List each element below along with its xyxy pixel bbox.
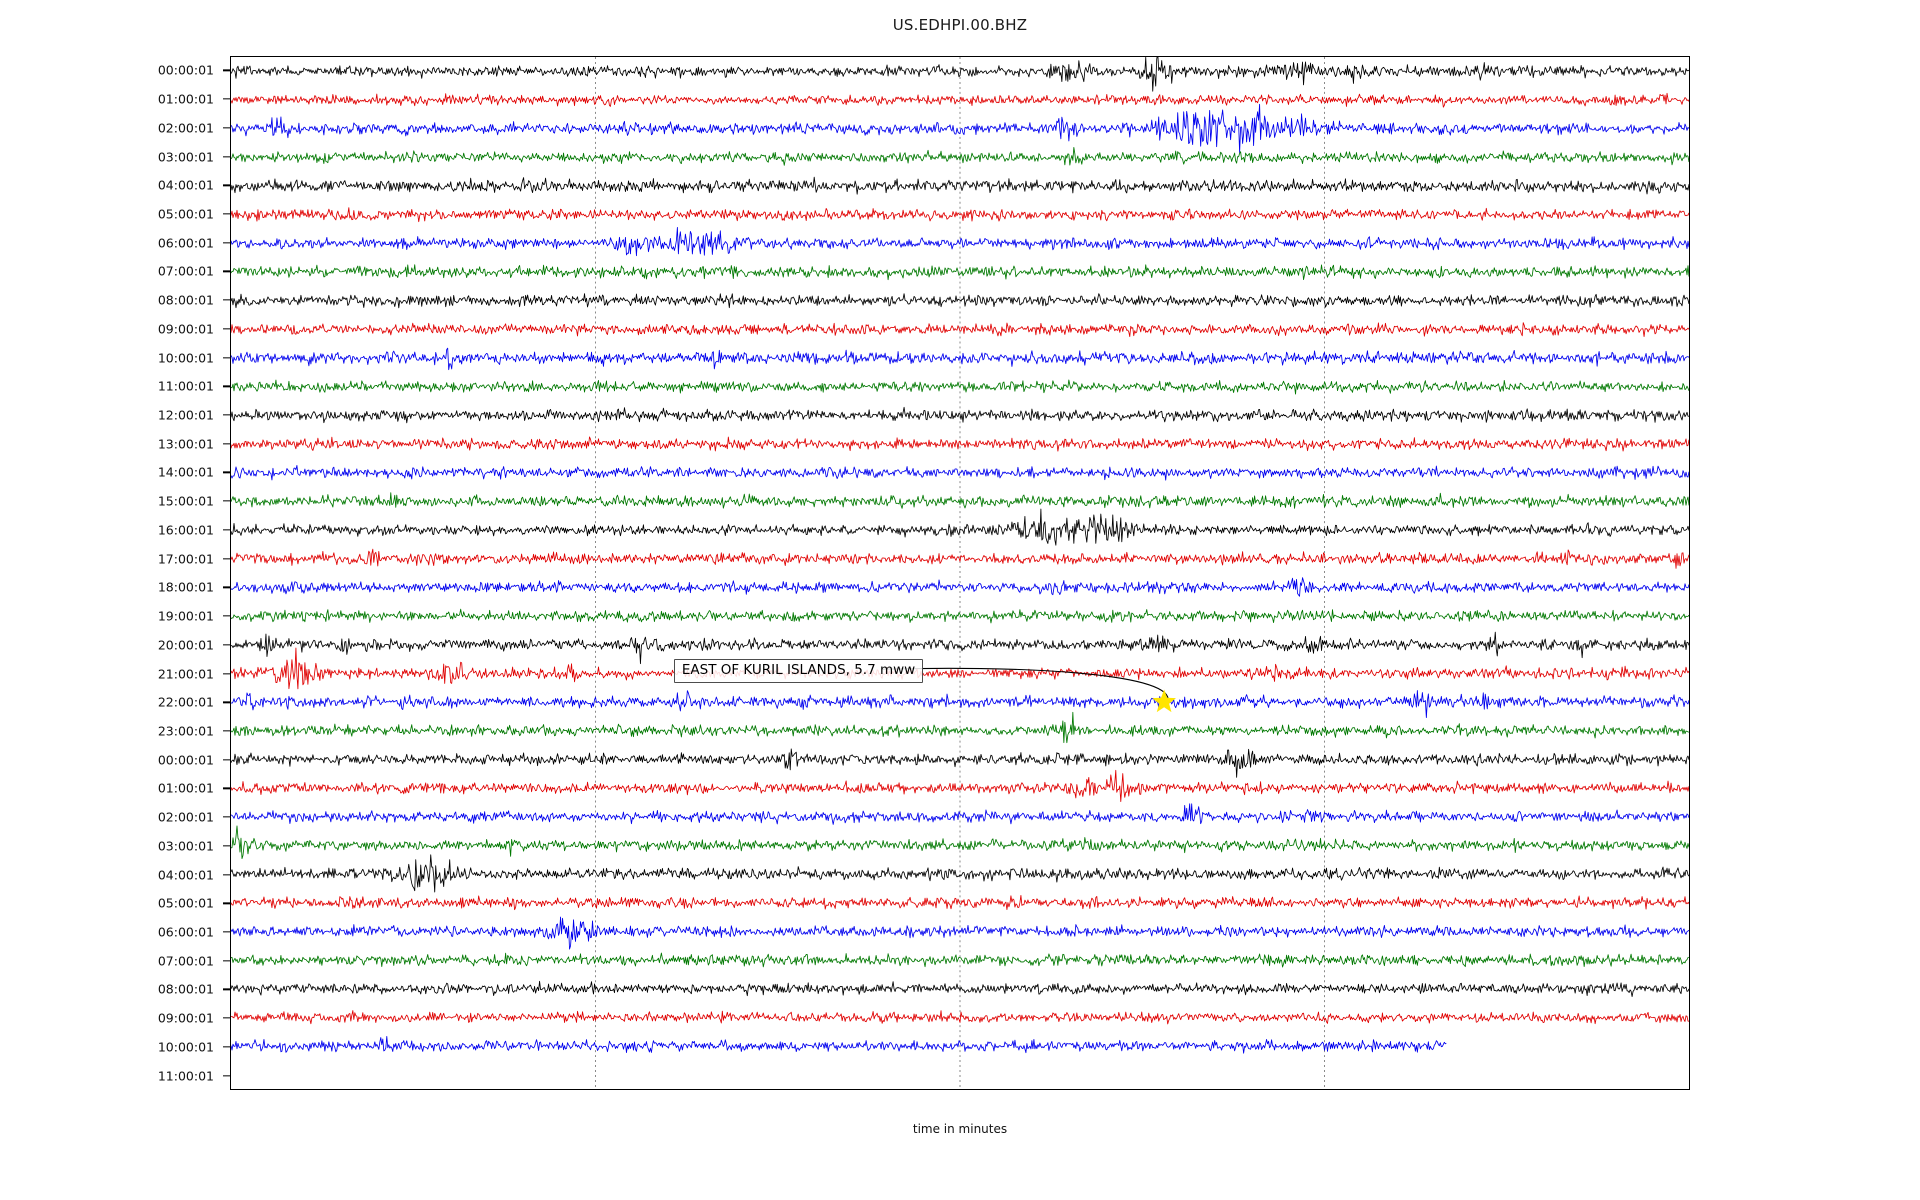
y-axis-tick-label: 19:00:01 [157,608,214,624]
y-axis-tick-label: 15:00:01 [157,493,214,509]
y-axis-tick-label: 02:00:01 [157,809,214,825]
y-axis-tick [223,270,230,273]
y-axis-tick [223,500,230,502]
y-axis-tick-label: 16:00:01 [157,522,214,538]
y-axis-tick-label: 01:00:01 [157,780,214,796]
y-axis-tick [223,816,230,818]
y-axis-tick-label: 09:00:01 [157,1010,214,1026]
y-axis-tick [223,443,230,445]
y-axis-tick-label: 08:00:01 [157,981,214,997]
y-axis-tick-label: 04:00:01 [157,867,214,883]
y-axis-tick-label: 09:00:01 [157,321,214,337]
y-axis-tick-label: 10:00:01 [157,1039,214,1055]
y-axis-tick-label: 20:00:01 [157,637,214,653]
y-axis-tick [223,902,230,904]
y-axis-tick [223,1017,230,1019]
y-axis-tick [223,69,230,72]
y-axis-tick-label: 02:00:01 [157,120,214,136]
y-axis-tick-label: 12:00:01 [157,407,214,423]
y-axis-tick [223,988,230,991]
y-axis-tick [223,644,230,646]
y-axis-tick [223,787,230,790]
y-axis-tick [223,845,230,847]
y-axis-tick [223,873,230,876]
y-axis-tick [223,759,230,761]
y-axis-tick [223,385,230,387]
y-axis-tick [223,960,230,962]
y-axis-tick [223,730,230,732]
y-axis-tick-label: 21:00:01 [157,666,214,682]
y-axis-tick-label: 11:00:01 [157,1068,214,1084]
y-axis-tick-label: 05:00:01 [157,206,214,222]
y-axis-tick [223,586,230,589]
y-axis-tick-label: 07:00:01 [157,263,214,279]
y-axis-tick [223,672,230,675]
y-axis-tick-label: 03:00:01 [157,149,214,165]
x-axis [230,1090,1690,1150]
y-axis-tick-label: 17:00:01 [157,551,214,567]
y-axis-tick-label: 01:00:01 [157,91,214,107]
y-axis-tick [223,98,230,100]
y-axis-tick [223,615,230,617]
y-axis-tick-label: 06:00:01 [157,924,214,940]
x-axis-title: time in minutes [912,1122,1008,1136]
y-axis-tick [223,127,230,129]
event-star-marker[interactable] [1152,689,1176,713]
event-annotation-label[interactable]: EAST OF KURIL ISLANDS, 5.7 mww [673,658,924,684]
y-axis-tick-label: 05:00:01 [157,895,214,911]
y-axis-tick [223,931,230,933]
y-axis-tick [223,356,230,359]
y-axis-tick-label: 10:00:01 [157,350,214,366]
y-axis-tick-label: 07:00:01 [157,953,214,969]
y-axis-tick [223,557,230,560]
y-axis-tick [223,1046,230,1048]
y-axis-tick-label: 04:00:01 [157,177,214,193]
y-axis-tick [223,471,230,474]
y-axis-tick-label: 03:00:01 [157,838,214,854]
y-axis-tick-label: 18:00:01 [157,579,214,595]
y-axis-tick-label: 23:00:01 [157,723,214,739]
y-axis-tick [223,155,230,158]
y-axis-tick-label: 00:00:01 [157,62,214,78]
y-axis-tick [223,299,230,301]
y-axis-tick-label: 06:00:01 [157,235,214,251]
plot-area: EAST OF KURIL ISLANDS, 5.7 mww [230,56,1690,1090]
y-axis-tick-label: 11:00:01 [157,378,214,394]
y-axis-tick [223,701,230,703]
y-axis-tick-label: 14:00:01 [157,464,214,480]
page-title: US.EDHPI.00.BHZ [892,16,1028,34]
y-axis-tick [223,242,230,244]
annotation-layer [880,667,1176,713]
y-axis-tick-label: 13:00:01 [157,436,214,452]
y-axis-labels: 00:00:01 01:00:01 02:00:01 03:00:01 04:00:01… [0,56,214,1090]
y-axis-tick [223,328,230,330]
seismic-traces-layer [231,57,1689,1054]
y-axis-tick [223,213,230,215]
y-axis-tick-label: 00:00:01 [157,752,214,768]
y-axis-tick [223,529,230,531]
y-axis-tick-label: 22:00:01 [157,694,214,710]
y-axis-tick [223,1074,230,1077]
y-axis-tick [223,414,230,416]
y-axis-tick-label: 08:00:01 [157,292,214,308]
y-axis-tick [223,184,230,186]
